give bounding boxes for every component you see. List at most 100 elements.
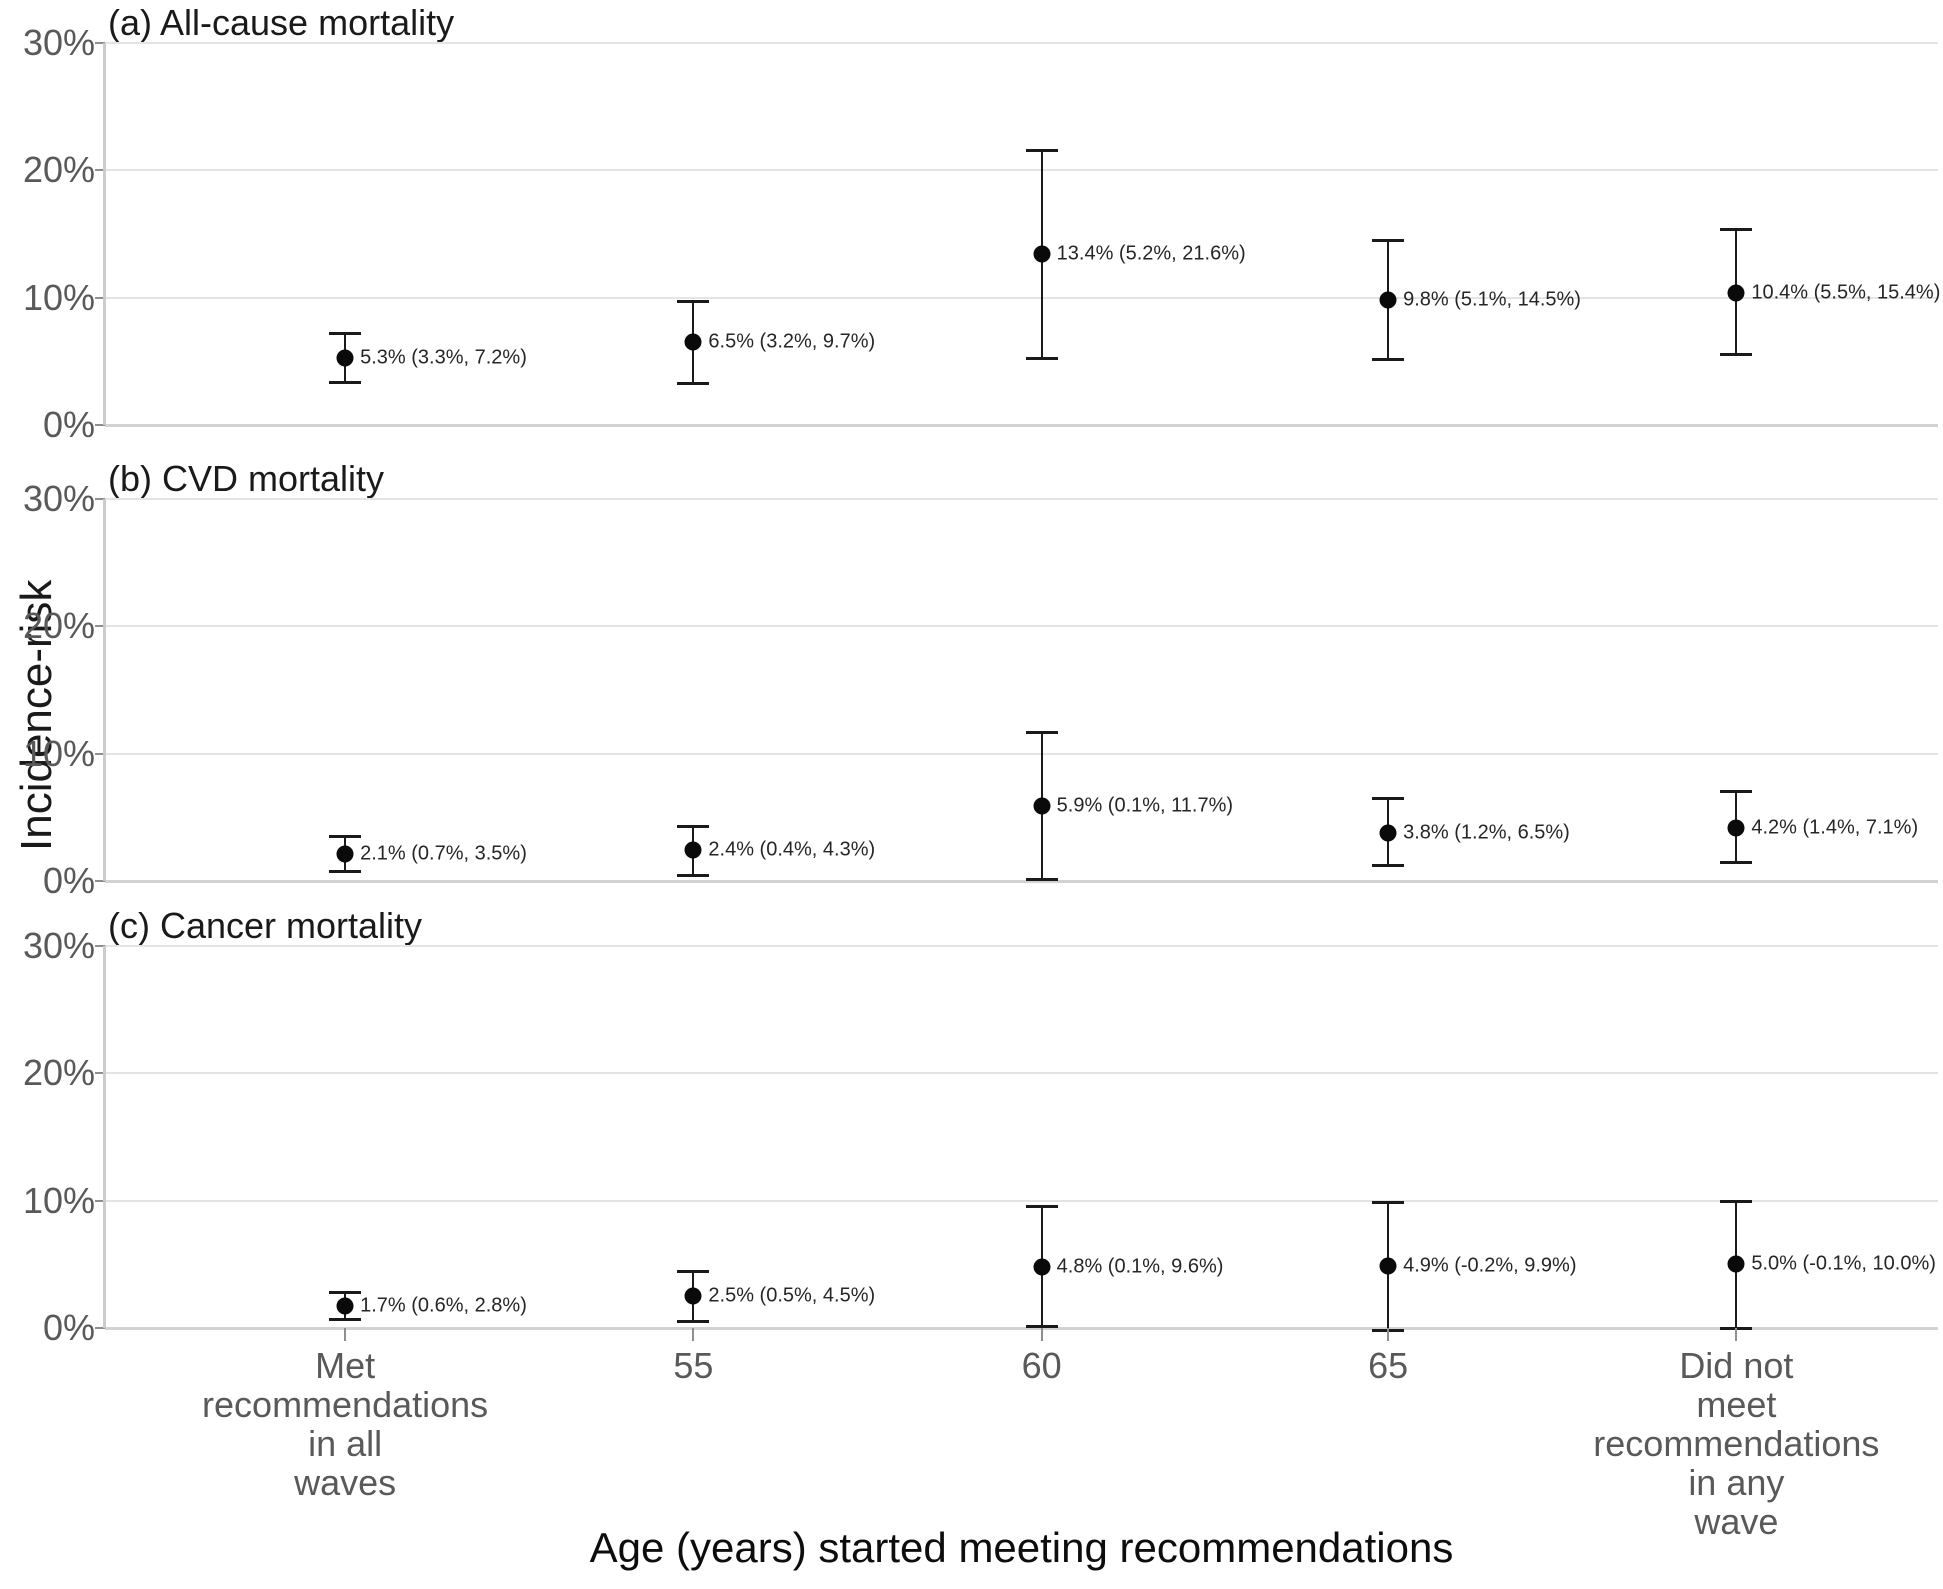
x-tick-label: Met recommendations in all waves	[155, 1346, 535, 1502]
y-tick-mark	[95, 1072, 105, 1075]
data-point-label: 10.4% (5.5%, 15.4%)	[1751, 281, 1941, 304]
error-bar-cap-bottom	[329, 1318, 362, 1322]
x-tick-label-line: in all	[308, 1423, 383, 1464]
y-tick-label: 0%	[42, 860, 95, 901]
x-tick-label-line: waves	[294, 1462, 397, 1503]
error-bar-cap-top	[1025, 148, 1058, 152]
error-bar-cap-bottom	[1720, 861, 1753, 865]
error-bar-cap-bottom	[1720, 352, 1753, 356]
data-point-dot	[336, 349, 354, 366]
data-point-dot	[684, 841, 702, 859]
x-tick-label: 55	[503, 1346, 883, 1385]
y-tick-label: 0%	[42, 1307, 95, 1348]
y-tick-mark	[95, 752, 105, 755]
x-tick-label-line: Met	[315, 1345, 376, 1386]
gridline	[105, 880, 1938, 883]
error-bar-cap-top	[1720, 789, 1753, 793]
gridline	[105, 625, 1938, 628]
x-tick-label-line: 60	[1021, 1345, 1062, 1386]
x-tick-mark	[344, 1328, 347, 1341]
x-tick-label: Did not meet recommendations in any wave	[1546, 1346, 1926, 1541]
error-bar-cap-bottom	[677, 1319, 710, 1323]
gridline	[105, 42, 1938, 44]
x-tick-label: 60	[852, 1346, 1232, 1385]
error-bar-cap-bottom	[1025, 356, 1058, 360]
y-tick-label: 10%	[22, 1179, 95, 1221]
gridline	[105, 1072, 1938, 1075]
data-point-dot	[1033, 797, 1051, 815]
gridline	[105, 1199, 1938, 1202]
y-tick-mark	[95, 169, 105, 172]
data-point-label: 5.0% (-0.1%, 10.0%)	[1751, 1252, 1936, 1275]
y-tick-mark	[95, 1199, 105, 1202]
gridline	[105, 169, 1938, 172]
x-tick-mark	[1735, 1328, 1738, 1341]
error-bar-cap-top	[1372, 797, 1405, 801]
y-axis-line	[103, 946, 106, 1328]
error-bar-cap-bottom	[677, 382, 710, 386]
y-tick-mark	[95, 945, 105, 947]
data-point-dot	[336, 845, 354, 863]
y-tick-mark	[95, 880, 105, 882]
data-point-dot	[1379, 1257, 1397, 1275]
x-tick-label-line: wave	[1694, 1501, 1779, 1542]
x-axis-title: Age (years) started meeting recommendati…	[589, 1524, 1454, 1571]
data-point-label: 4.2% (1.4%, 7.1%)	[1751, 816, 1919, 839]
data-point-dot	[684, 333, 702, 351]
x-tick-label-line: in any	[1688, 1462, 1785, 1503]
y-tick-mark	[95, 296, 105, 299]
data-point-dot	[1033, 245, 1051, 263]
data-point-label: 9.8% (5.1%, 14.5%)	[1403, 288, 1581, 311]
data-point-label: 13.4% (5.2%, 21.6%)	[1056, 242, 1246, 265]
y-tick-mark	[95, 498, 105, 500]
y-axis-line	[103, 43, 106, 425]
x-tick-mark	[692, 1328, 695, 1341]
x-tick-mark	[1387, 1328, 1390, 1341]
x-tick-label-line: 65	[1368, 1345, 1409, 1386]
panel-title: (b) CVD mortality	[108, 458, 385, 499]
data-point-label: 2.5% (0.5%, 4.5%)	[708, 1284, 876, 1307]
x-tick-label-line: recommendations	[1593, 1423, 1880, 1464]
data-point-dot	[684, 1287, 702, 1305]
data-point-label: 5.9% (0.1%, 11.7%)	[1056, 794, 1234, 817]
data-point-dot	[1727, 1255, 1745, 1273]
error-bar-cap-top	[329, 332, 362, 336]
y-tick-label: 30%	[22, 925, 95, 966]
y-tick-mark	[95, 42, 105, 44]
gridline	[105, 498, 1938, 500]
x-tick-label-line: 55	[673, 1345, 714, 1386]
y-tick-label: 10%	[22, 276, 95, 318]
data-point-label: 2.1% (0.7%, 3.5%)	[360, 842, 527, 865]
data-point-label: 3.8% (1.2%, 6.5%)	[1403, 821, 1570, 844]
error-bar-cap-top	[677, 1269, 710, 1273]
error-bar-cap-top	[1720, 227, 1753, 231]
data-point-dot	[1727, 284, 1745, 302]
x-tick-label-line: recommendations	[202, 1384, 489, 1425]
data-point-label: 1.7% (0.6%, 2.8%)	[360, 1294, 527, 1317]
data-point-dot	[1379, 824, 1397, 842]
error-bar-cap-top	[1025, 731, 1058, 735]
error-bar-cap-bottom	[329, 870, 362, 874]
error-bar-cap-top	[1372, 239, 1405, 243]
panel-title: (c) Cancer mortality	[108, 905, 423, 946]
x-tick-label-line: meet	[1696, 1384, 1777, 1425]
data-point-label: 5.3% (3.3%, 7.2%)	[360, 346, 527, 368]
y-tick-mark	[95, 1327, 105, 1329]
gridline	[105, 752, 1938, 755]
error-bar-cap-top	[1025, 1204, 1058, 1208]
error-bar-cap-top	[329, 1291, 362, 1295]
data-point-label: 4.8% (0.1%, 9.6%)	[1056, 1255, 1224, 1278]
y-tick-label: 20%	[22, 149, 95, 191]
panel-title: (a) All-cause mortality	[108, 2, 455, 43]
y-tick-label: 30%	[22, 478, 95, 519]
y-axis-line	[103, 499, 106, 881]
y-tick-label: 30%	[22, 22, 95, 63]
error-bar-cap-top	[1372, 1200, 1405, 1204]
data-point-dot	[1033, 1258, 1051, 1276]
error-bar-cap-top	[329, 835, 362, 839]
x-tick-label-line: Did not	[1679, 1345, 1794, 1386]
error-bar-cap-top	[1720, 1199, 1753, 1203]
error-bar-cap-bottom	[1372, 358, 1405, 362]
data-point-label: 2.4% (0.4%, 4.3%)	[708, 838, 876, 861]
